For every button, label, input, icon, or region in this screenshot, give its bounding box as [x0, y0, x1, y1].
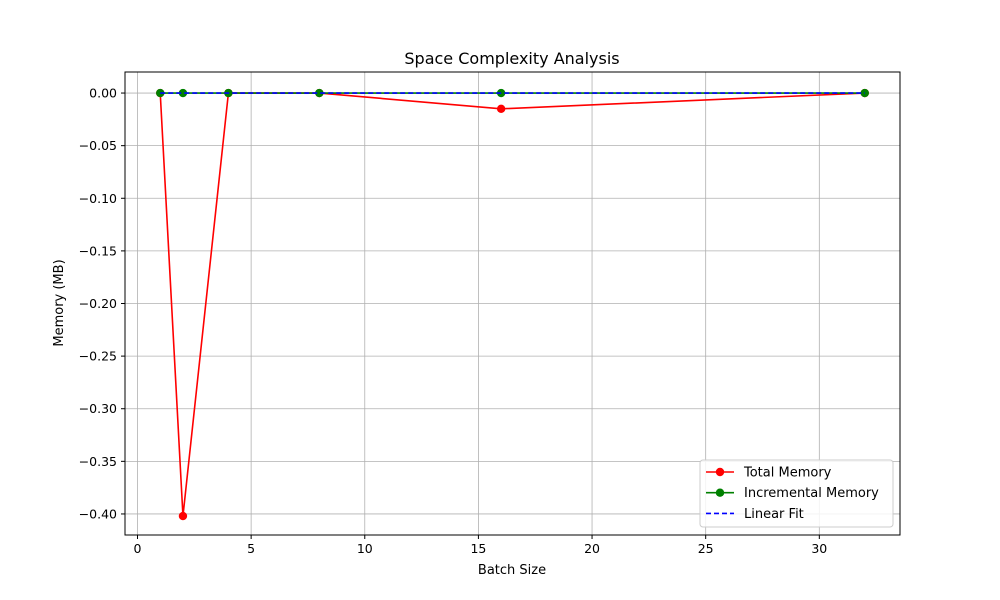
y-tick-label: −0.30 — [79, 401, 117, 416]
x-tick-label: 0 — [134, 541, 142, 556]
y-tick-label: −0.25 — [79, 349, 117, 364]
x-tick-label: 10 — [357, 541, 373, 556]
data-point — [178, 511, 188, 521]
series-total-memory — [156, 88, 869, 521]
data-point — [178, 88, 188, 98]
x-axis-ticks: 0 5 10 15 20 25 30 — [134, 535, 827, 556]
x-axis-label: Batch Size — [478, 563, 546, 578]
x-tick-label: 15 — [470, 541, 486, 556]
y-tick-label: −0.20 — [79, 296, 117, 311]
y-tick-label: −0.10 — [79, 191, 117, 206]
data-point — [496, 104, 506, 114]
y-tick-label: −0.40 — [79, 506, 117, 521]
legend-marker — [715, 488, 725, 497]
legend-box — [699, 459, 894, 528]
legend-entry: Incremental Memory — [706, 486, 879, 501]
chart-title: Space Complexity Analysis — [404, 49, 619, 68]
legend-label: Total Memory — [743, 466, 832, 481]
grid-lines — [125, 72, 900, 535]
legend-entry: Total Memory — [706, 466, 832, 481]
legend: Total Memory Incremental Memory Linear Fit — [699, 459, 894, 528]
series-layer — [156, 88, 869, 521]
legend-marker — [715, 467, 725, 477]
y-axis-label: Memory (MB) — [52, 259, 67, 346]
x-tick-label: 25 — [698, 541, 714, 556]
data-point — [315, 88, 324, 98]
y-axis-ticks: 0.00 −0.05 −0.10 −0.15 −0.20 −0.25 −0.30 −0.35 −… — [79, 86, 125, 521]
legend-label: Incremental Memory — [744, 486, 879, 501]
y-tick-label: −0.35 — [79, 454, 117, 469]
y-tick-label: 0.00 — [89, 86, 117, 101]
x-tick-label: 20 — [584, 541, 600, 556]
legend-label: Linear Fit — [744, 507, 804, 522]
y-tick-label: −0.15 — [79, 243, 117, 258]
y-tick-label: −0.05 — [79, 138, 117, 153]
x-tick-label: 5 — [247, 541, 255, 556]
series-line — [159, 92, 865, 517]
x-tick-label: 30 — [811, 541, 827, 556]
legend-entry: Linear Fit — [706, 507, 804, 522]
